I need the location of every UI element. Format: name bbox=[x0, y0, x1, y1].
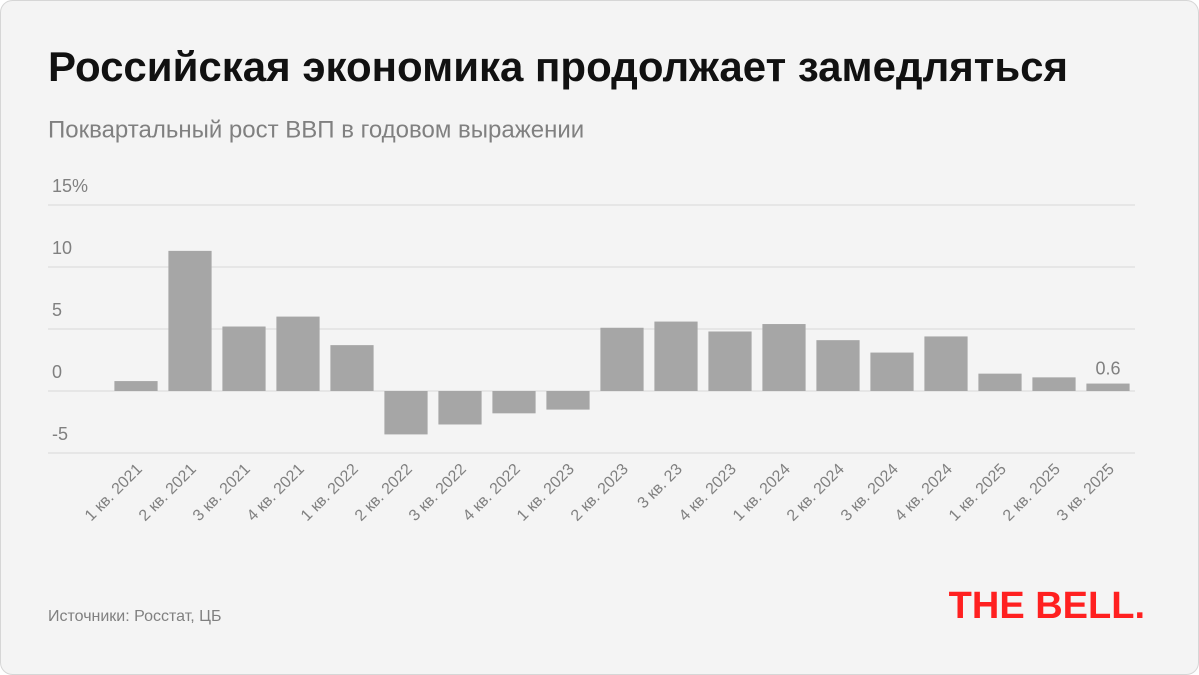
bar bbox=[762, 324, 806, 391]
bar bbox=[1032, 377, 1076, 391]
source: Источники: Росстат, ЦБ bbox=[48, 608, 221, 625]
chart-subtitle: Поквартальный рост ВВП в годовом выражен… bbox=[48, 116, 584, 143]
bar bbox=[222, 326, 266, 391]
value-label: 0.6 bbox=[1095, 358, 1120, 378]
bar bbox=[438, 391, 482, 425]
y-tick-label: 15% bbox=[52, 176, 88, 196]
bar bbox=[978, 373, 1022, 391]
bar bbox=[816, 340, 860, 391]
bar bbox=[654, 321, 698, 391]
bar bbox=[924, 336, 968, 391]
bar bbox=[384, 391, 428, 435]
bar bbox=[708, 331, 752, 391]
bar bbox=[870, 352, 914, 391]
bar bbox=[330, 345, 374, 391]
bar bbox=[168, 250, 212, 391]
bar bbox=[276, 316, 320, 391]
y-tick-label: 5 bbox=[52, 300, 62, 320]
y-tick-label: 10 bbox=[52, 238, 72, 258]
bar bbox=[114, 381, 158, 391]
chart-title: Российская экономика продолжает замедлят… bbox=[48, 43, 1068, 90]
bar bbox=[600, 327, 644, 391]
bar bbox=[492, 391, 536, 414]
brand-logo: THE BELL. bbox=[949, 585, 1145, 627]
y-tick-label: 0 bbox=[52, 362, 62, 382]
bar bbox=[546, 391, 590, 410]
bar bbox=[1086, 383, 1130, 391]
y-tick-label: -5 bbox=[52, 424, 68, 444]
